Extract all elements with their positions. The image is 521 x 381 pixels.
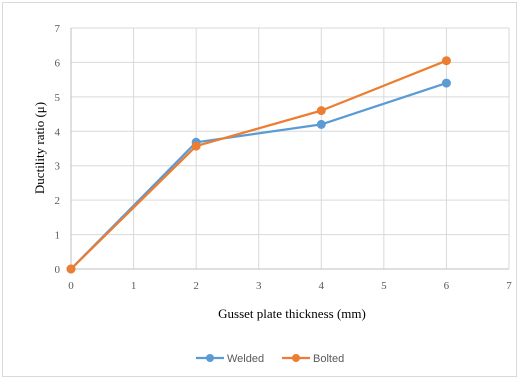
x-tick-label: 6 xyxy=(444,280,450,292)
axes xyxy=(70,28,509,270)
y-tick-label: 7 xyxy=(55,23,61,35)
y-tick-label: 3 xyxy=(55,161,61,173)
legend-label-bolted: Bolted xyxy=(313,353,344,365)
x-tick-label: 5 xyxy=(381,280,387,292)
y-tick-label: 4 xyxy=(55,126,61,138)
x-axis-title: Gusset plate thickness (mm) xyxy=(218,306,366,321)
x-tick-label: 1 xyxy=(131,280,137,292)
y-tick-label: 2 xyxy=(55,195,61,207)
data-point-bolted xyxy=(191,141,201,151)
y-tick-label: 5 xyxy=(55,92,61,104)
gridlines xyxy=(71,27,510,269)
legend-marker-bolted xyxy=(292,354,300,362)
y-tick-label: 6 xyxy=(55,57,61,69)
y-tick-label: 0 xyxy=(55,264,61,276)
legend: Welded Bolted xyxy=(196,353,344,365)
x-tick-label: 3 xyxy=(256,280,262,292)
x-tick-label: 4 xyxy=(319,280,325,292)
legend-marker-welded xyxy=(206,354,214,362)
tick-labels: 0 1 2 3 4 5 6 7 0 1 2 3 4 5 6 7 xyxy=(55,23,513,292)
x-tick-label: 2 xyxy=(193,280,199,292)
x-tick-label: 0 xyxy=(68,280,74,292)
x-tick-label: 7 xyxy=(506,280,512,292)
data-point-welded xyxy=(316,119,326,129)
series-lines xyxy=(66,56,451,274)
chart-frame xyxy=(2,2,517,377)
data-point-bolted xyxy=(66,264,76,274)
data-point-bolted xyxy=(316,106,326,116)
series-line-bolted xyxy=(70,59,447,270)
series-line-welded xyxy=(70,82,447,270)
y-tick-label: 1 xyxy=(55,230,61,242)
data-point-bolted xyxy=(441,56,451,66)
data-point-welded xyxy=(441,78,451,88)
y-axis-title: Ductility ratio (μ) xyxy=(32,102,47,194)
legend-label-welded: Welded xyxy=(227,353,264,365)
